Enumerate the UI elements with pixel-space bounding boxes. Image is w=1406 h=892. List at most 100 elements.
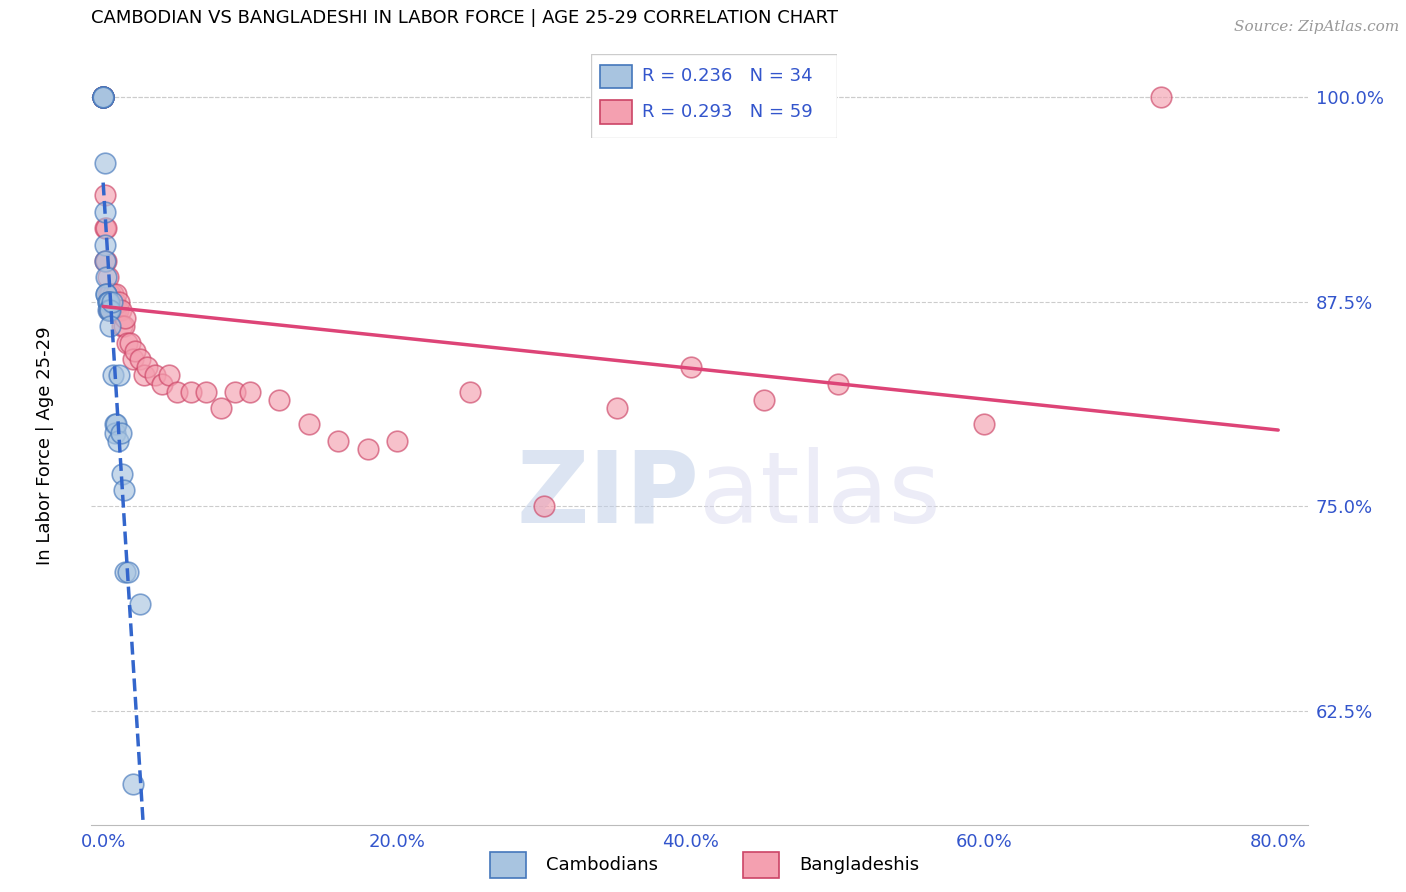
Point bbox=[96, 302, 118, 317]
Point bbox=[91, 90, 114, 104]
Point bbox=[103, 302, 125, 317]
Point bbox=[114, 311, 136, 326]
Point bbox=[104, 425, 127, 440]
Point bbox=[93, 155, 115, 169]
Text: Cambodians: Cambodians bbox=[546, 855, 658, 874]
Point bbox=[98, 302, 121, 317]
Point bbox=[100, 319, 122, 334]
Point bbox=[107, 434, 129, 448]
Point bbox=[180, 384, 202, 399]
Point bbox=[128, 598, 150, 612]
Point bbox=[91, 90, 114, 104]
FancyBboxPatch shape bbox=[744, 852, 779, 878]
Point bbox=[101, 294, 124, 309]
Point bbox=[91, 90, 114, 104]
Point bbox=[107, 302, 129, 317]
Point bbox=[111, 467, 134, 481]
Point bbox=[104, 417, 127, 432]
Point bbox=[94, 221, 117, 235]
Point bbox=[108, 368, 131, 383]
Point bbox=[136, 360, 159, 375]
Point bbox=[124, 343, 146, 358]
Point bbox=[91, 90, 114, 104]
Text: R = 0.293   N = 59: R = 0.293 N = 59 bbox=[643, 103, 813, 121]
Point bbox=[112, 319, 135, 334]
Text: ZIP: ZIP bbox=[516, 447, 699, 544]
Point bbox=[224, 384, 246, 399]
FancyBboxPatch shape bbox=[600, 64, 633, 88]
Point bbox=[100, 302, 122, 317]
Point bbox=[98, 302, 121, 317]
Point bbox=[93, 204, 115, 219]
Point bbox=[103, 286, 125, 301]
Point bbox=[96, 270, 118, 285]
Point bbox=[93, 188, 115, 202]
Point bbox=[121, 351, 143, 366]
Text: Source: ZipAtlas.com: Source: ZipAtlas.com bbox=[1233, 20, 1399, 34]
FancyBboxPatch shape bbox=[491, 852, 526, 878]
Point bbox=[94, 253, 117, 268]
Point bbox=[91, 90, 114, 104]
Point bbox=[100, 286, 122, 301]
Point bbox=[94, 286, 117, 301]
Point bbox=[166, 384, 188, 399]
Text: atlas: atlas bbox=[699, 447, 941, 544]
Point bbox=[104, 294, 127, 309]
Point bbox=[96, 286, 118, 301]
Point bbox=[105, 302, 128, 317]
Point bbox=[105, 417, 128, 432]
Point bbox=[121, 777, 143, 791]
Point bbox=[93, 253, 115, 268]
Point bbox=[157, 368, 180, 383]
Point bbox=[356, 442, 378, 456]
Point bbox=[194, 384, 217, 399]
Point bbox=[298, 417, 321, 432]
Point bbox=[752, 392, 775, 407]
Point bbox=[104, 302, 127, 317]
Point bbox=[105, 286, 128, 301]
FancyBboxPatch shape bbox=[591, 54, 837, 138]
Point bbox=[98, 286, 121, 301]
Point bbox=[94, 286, 117, 301]
Point bbox=[91, 90, 114, 104]
Point bbox=[98, 294, 121, 309]
Point bbox=[91, 90, 114, 104]
Point bbox=[1150, 90, 1173, 104]
Point bbox=[134, 368, 156, 383]
Point bbox=[91, 90, 114, 104]
Point bbox=[93, 253, 115, 268]
Point bbox=[606, 401, 628, 415]
Point bbox=[118, 335, 141, 350]
Point bbox=[94, 270, 117, 285]
Point bbox=[460, 384, 482, 399]
Point bbox=[209, 401, 232, 415]
Point bbox=[115, 335, 138, 350]
Point bbox=[114, 565, 136, 579]
Point bbox=[143, 368, 166, 383]
Text: Bangladeshis: Bangladeshis bbox=[799, 855, 920, 874]
Point bbox=[269, 392, 291, 407]
Point bbox=[128, 351, 150, 366]
FancyBboxPatch shape bbox=[600, 100, 633, 124]
Point bbox=[827, 376, 849, 391]
Point bbox=[101, 302, 124, 317]
Point bbox=[328, 434, 350, 448]
Point bbox=[112, 483, 135, 497]
Point bbox=[533, 499, 555, 513]
Point bbox=[150, 376, 173, 391]
Point bbox=[101, 294, 124, 309]
Point bbox=[110, 302, 132, 317]
Point bbox=[973, 417, 995, 432]
Point bbox=[91, 90, 114, 104]
Point bbox=[117, 565, 139, 579]
Point bbox=[239, 384, 262, 399]
Point bbox=[93, 237, 115, 252]
Point bbox=[91, 90, 114, 104]
Text: CAMBODIAN VS BANGLADESHI IN LABOR FORCE | AGE 25-29 CORRELATION CHART: CAMBODIAN VS BANGLADESHI IN LABOR FORCE … bbox=[91, 10, 838, 28]
Point bbox=[93, 221, 115, 235]
Point bbox=[100, 302, 122, 317]
Point bbox=[385, 434, 408, 448]
Text: R = 0.236   N = 34: R = 0.236 N = 34 bbox=[643, 68, 813, 86]
Point bbox=[96, 294, 118, 309]
Point bbox=[103, 368, 125, 383]
